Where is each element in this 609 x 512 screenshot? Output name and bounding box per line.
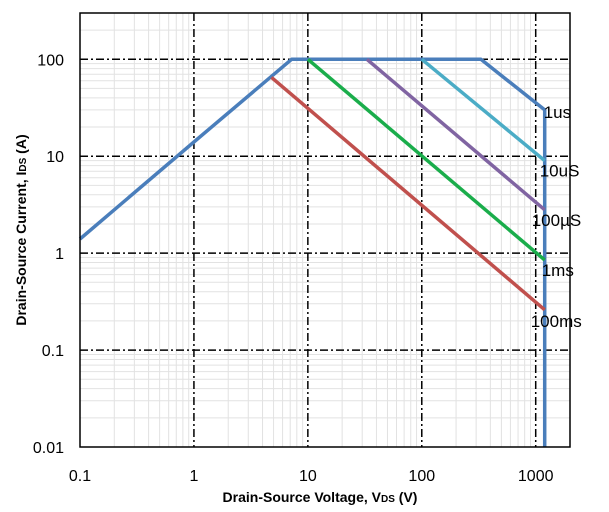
series-line-0 bbox=[78, 57, 547, 447]
x-axis-title-subscript: DS bbox=[381, 494, 395, 505]
series-label-4: 100ms bbox=[531, 312, 582, 331]
y-tick-label-0: 0.01 bbox=[33, 440, 64, 457]
x-tick-label-4: 1000 bbox=[518, 468, 554, 485]
x-tick-labels: 0.1 1 10 100 1000 bbox=[69, 468, 554, 485]
series-line-4 bbox=[270, 76, 546, 312]
x-tick-label-1: 1 bbox=[189, 468, 198, 485]
y-tick-label-2: 1 bbox=[55, 246, 64, 263]
x-tick-label-0: 0.1 bbox=[69, 468, 91, 485]
series-line-3 bbox=[306, 57, 546, 262]
y-axis-title: Drain-Source Current, IDS (A) bbox=[13, 134, 29, 325]
x-axis-title-prefix: Drain-Source Voltage, V bbox=[223, 489, 382, 505]
y-tick-label-3: 10 bbox=[46, 149, 64, 166]
y-tick-labels: 0.01 0.1 1 10 100 bbox=[33, 52, 64, 457]
y-axis-title-suffix: (A) bbox=[13, 134, 29, 157]
series-label-0: 1us bbox=[544, 103, 571, 122]
y-tick-label-1: 0.1 bbox=[42, 343, 64, 360]
series-layer bbox=[78, 57, 547, 447]
plot-frame bbox=[79, 12, 571, 448]
series-labels: 1us 10uS 100µS 1ms 100ms bbox=[531, 103, 582, 331]
minor-grid bbox=[80, 13, 570, 447]
y-axis-title-subscript: DS bbox=[18, 157, 29, 171]
series-line-2 bbox=[365, 57, 546, 212]
y-axis-title-prefix: Drain-Source Current, I bbox=[13, 172, 29, 326]
series-line-1 bbox=[420, 57, 546, 162]
y-tick-label-4: 100 bbox=[37, 52, 64, 69]
x-axis-title: Drain-Source Voltage, VDS (V) bbox=[223, 489, 418, 505]
x-tick-label-3: 100 bbox=[408, 468, 435, 485]
x-tick-label-2: 10 bbox=[299, 468, 317, 485]
series-label-3: 1ms bbox=[542, 261, 574, 280]
series-label-1: 10uS bbox=[540, 162, 580, 181]
series-label-2: 100µS bbox=[532, 211, 582, 230]
x-axis-title-suffix: (V) bbox=[395, 489, 418, 505]
